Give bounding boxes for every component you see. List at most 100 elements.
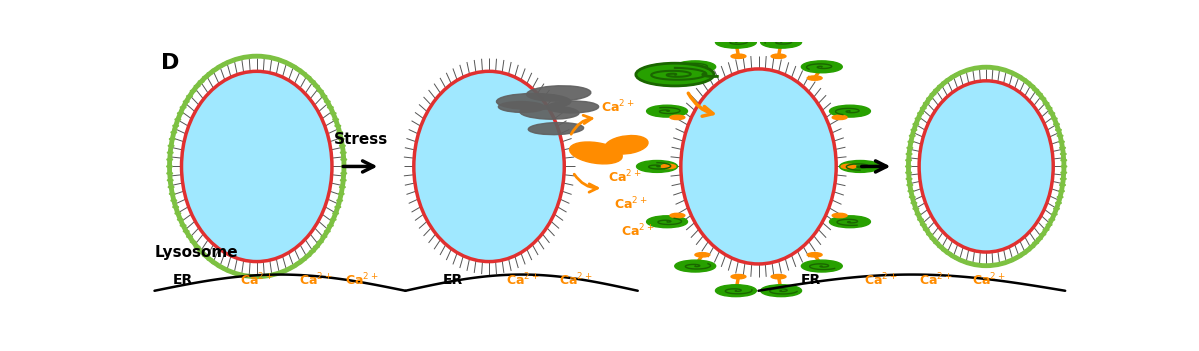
Circle shape <box>908 141 914 143</box>
Circle shape <box>175 213 181 214</box>
Circle shape <box>771 274 787 279</box>
Circle shape <box>254 276 259 278</box>
Circle shape <box>177 113 183 114</box>
Circle shape <box>337 200 343 201</box>
Ellipse shape <box>210 107 303 226</box>
Circle shape <box>914 124 918 125</box>
Circle shape <box>327 107 333 108</box>
Circle shape <box>265 275 271 277</box>
Ellipse shape <box>181 71 332 261</box>
Ellipse shape <box>570 142 622 164</box>
Circle shape <box>923 229 929 231</box>
Ellipse shape <box>442 107 536 226</box>
Circle shape <box>306 255 311 257</box>
Circle shape <box>270 274 276 276</box>
Circle shape <box>695 76 710 80</box>
Circle shape <box>910 135 915 137</box>
Circle shape <box>695 253 710 257</box>
Circle shape <box>1020 253 1026 254</box>
Circle shape <box>637 160 677 172</box>
Ellipse shape <box>414 71 565 261</box>
Circle shape <box>309 81 315 82</box>
Circle shape <box>670 213 685 218</box>
Circle shape <box>1025 250 1031 251</box>
Circle shape <box>915 213 921 215</box>
Circle shape <box>908 147 912 149</box>
Circle shape <box>222 268 228 270</box>
Circle shape <box>830 216 870 228</box>
Circle shape <box>222 63 228 65</box>
Circle shape <box>675 61 716 73</box>
Circle shape <box>194 85 200 87</box>
Circle shape <box>941 82 947 84</box>
Circle shape <box>337 132 343 133</box>
Circle shape <box>917 112 923 114</box>
Ellipse shape <box>697 89 820 244</box>
Circle shape <box>339 186 345 188</box>
Circle shape <box>180 107 186 108</box>
Circle shape <box>203 255 209 257</box>
Circle shape <box>1060 178 1066 180</box>
Ellipse shape <box>945 113 1028 220</box>
Circle shape <box>1055 202 1061 204</box>
Circle shape <box>321 236 326 238</box>
Circle shape <box>1061 172 1067 173</box>
Circle shape <box>333 119 338 120</box>
Circle shape <box>1060 184 1065 186</box>
Circle shape <box>993 67 999 69</box>
Circle shape <box>1037 93 1042 95</box>
Circle shape <box>191 90 195 92</box>
Circle shape <box>296 69 301 71</box>
Ellipse shape <box>547 101 598 113</box>
Circle shape <box>281 61 287 62</box>
Ellipse shape <box>933 98 1040 234</box>
Circle shape <box>927 98 933 99</box>
Circle shape <box>978 265 984 266</box>
Ellipse shape <box>496 93 571 110</box>
Circle shape <box>969 263 975 265</box>
Circle shape <box>842 164 856 168</box>
Circle shape <box>276 272 282 274</box>
Circle shape <box>646 216 687 228</box>
Circle shape <box>1059 190 1065 192</box>
Circle shape <box>983 265 989 266</box>
Circle shape <box>314 246 319 248</box>
Circle shape <box>830 105 870 117</box>
Circle shape <box>906 178 912 180</box>
Ellipse shape <box>920 81 1053 252</box>
Circle shape <box>194 246 200 248</box>
Circle shape <box>183 231 189 232</box>
Circle shape <box>341 159 347 160</box>
Circle shape <box>760 285 802 297</box>
Text: Lysosome: Lysosome <box>155 245 239 260</box>
Circle shape <box>646 105 687 117</box>
Circle shape <box>1047 107 1052 109</box>
Circle shape <box>325 231 330 232</box>
Circle shape <box>168 152 173 153</box>
Circle shape <box>233 272 237 274</box>
Circle shape <box>959 260 965 261</box>
Circle shape <box>265 56 271 58</box>
Circle shape <box>938 85 944 87</box>
Circle shape <box>934 242 940 244</box>
Circle shape <box>1060 147 1065 149</box>
Ellipse shape <box>499 101 544 112</box>
Circle shape <box>716 285 757 297</box>
Circle shape <box>1054 124 1059 125</box>
Circle shape <box>207 73 212 74</box>
Circle shape <box>832 213 846 218</box>
Text: Ca$^{2+}$: Ca$^{2+}$ <box>615 196 647 213</box>
Ellipse shape <box>526 86 591 101</box>
Circle shape <box>212 69 217 71</box>
Ellipse shape <box>179 67 336 266</box>
Circle shape <box>1029 85 1035 87</box>
Circle shape <box>168 145 174 147</box>
Circle shape <box>731 274 746 279</box>
Ellipse shape <box>428 88 550 244</box>
Circle shape <box>771 54 787 58</box>
Circle shape <box>325 101 330 102</box>
Text: ER: ER <box>173 273 193 287</box>
Ellipse shape <box>916 77 1056 256</box>
Circle shape <box>1007 260 1013 261</box>
Circle shape <box>927 233 933 235</box>
